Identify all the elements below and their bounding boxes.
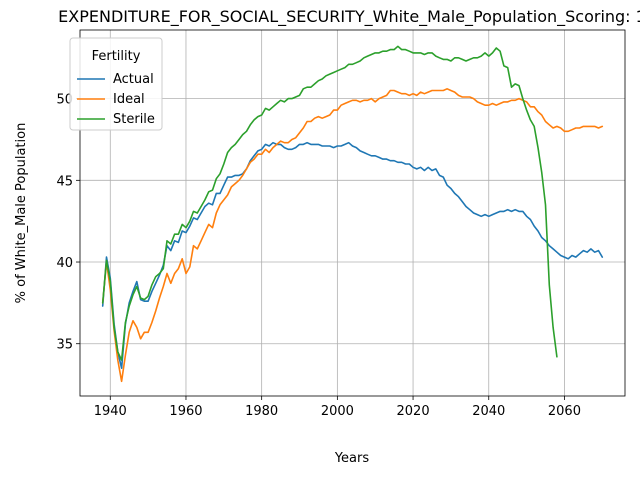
y-tick-label: 35 — [56, 338, 73, 353]
legend-label-ideal: Ideal — [113, 92, 145, 107]
y-tick-label: 40 — [56, 256, 73, 271]
y-tick-label: 45 — [56, 174, 73, 189]
x-tick-label: 2040 — [472, 404, 505, 419]
legend: Fertility Actual Ideal Sterile — [69, 37, 163, 131]
legend-title: Fertility — [92, 49, 141, 64]
plot-frame — [79, 29, 626, 397]
x-axis: 1940 1960 1980 2000 2020 2040 2060 — [94, 396, 581, 419]
chart-title: EXPENDITURE_FOR_SOCIAL_SECURITY_White_Ma… — [58, 7, 640, 27]
x-tick-label: 1980 — [245, 404, 278, 419]
x-tick-label: 1940 — [94, 404, 127, 419]
series-line-ideal — [101, 88, 604, 383]
x-tick-label: 1960 — [169, 404, 202, 419]
y-axis: 35 40 45 50 — [56, 93, 80, 353]
legend-box — [69, 37, 163, 131]
legend-label-actual: Actual — [113, 72, 154, 87]
series-line-sterile — [101, 45, 558, 361]
x-tick-label: 2060 — [548, 404, 581, 419]
x-tick-label: 2000 — [321, 404, 354, 419]
x-tick-label: 2020 — [397, 404, 430, 419]
x-axis-label: Years — [334, 451, 370, 466]
grid-lines — [80, 30, 625, 396]
series-line-actual — [101, 141, 604, 370]
y-tick-label: 50 — [56, 93, 73, 108]
legend-items: Actual Ideal Sterile — [77, 72, 155, 127]
legend-label-sterile: Sterile — [113, 112, 155, 127]
series-lines — [101, 45, 604, 383]
y-axis-label: % of White_Male Population — [14, 123, 29, 304]
